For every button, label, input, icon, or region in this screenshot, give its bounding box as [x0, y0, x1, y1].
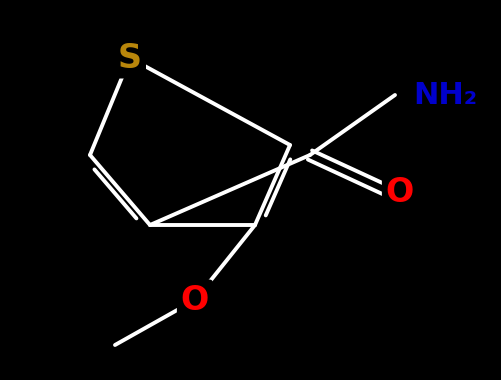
Text: NH₂: NH₂: [412, 81, 476, 109]
Text: O: O: [180, 283, 209, 317]
Text: O: O: [385, 176, 413, 209]
Text: S: S: [118, 41, 142, 74]
